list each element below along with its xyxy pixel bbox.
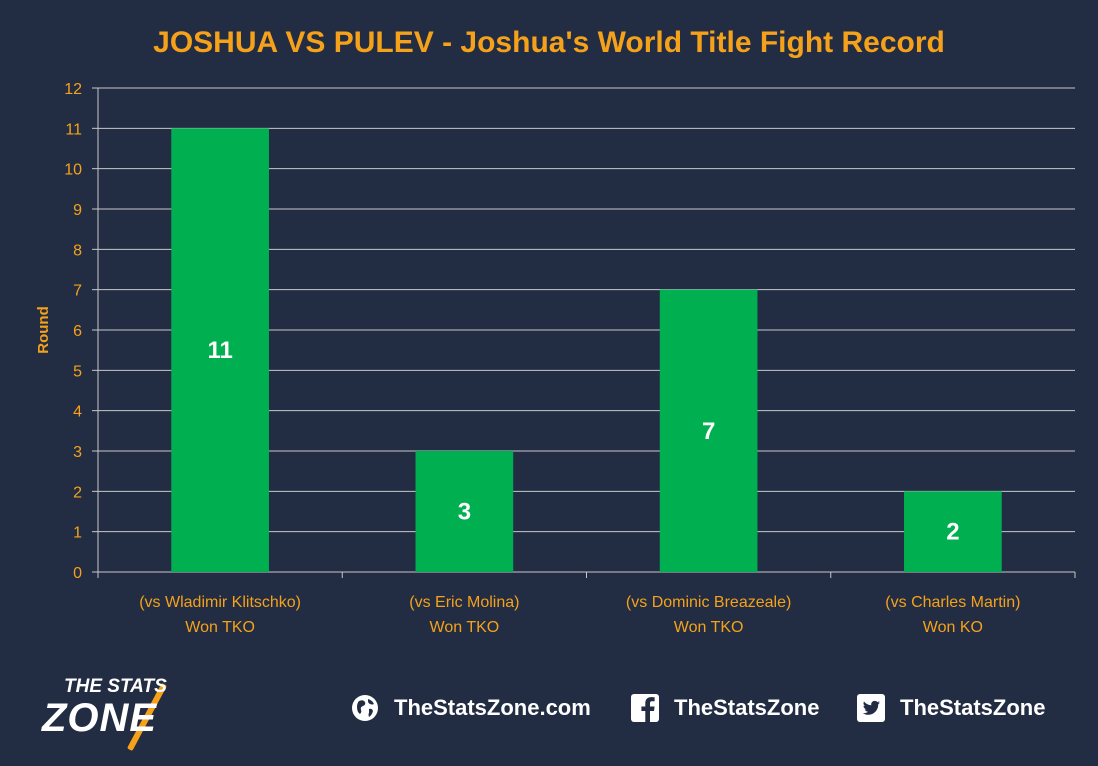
website-text: TheStatsZone.com bbox=[394, 695, 591, 720]
x-tick-label: (vs Wladimir Klitschko) bbox=[139, 594, 301, 611]
data-label: 7 bbox=[702, 418, 715, 445]
y-tick-label: 0 bbox=[73, 565, 82, 582]
data-label: 11 bbox=[207, 337, 232, 364]
chart-title: JOSHUA VS PULEV - Joshua's World Title F… bbox=[153, 26, 945, 59]
x-tick-label: Won TKO bbox=[185, 619, 255, 636]
globe-icon bbox=[350, 693, 380, 723]
data-label: 2 bbox=[946, 519, 959, 546]
footer: THE STATS ZONE TheStatsZone.com TheStats… bbox=[0, 662, 1098, 766]
y-tick-label: 12 bbox=[64, 81, 82, 98]
facebook-icon bbox=[630, 693, 660, 723]
bar bbox=[904, 491, 1002, 572]
logo-bottom-text: ZONE bbox=[42, 696, 158, 740]
x-tick-label: Won TKO bbox=[674, 619, 744, 636]
bar bbox=[171, 128, 269, 573]
bar bbox=[659, 289, 758, 572]
bar bbox=[415, 451, 514, 572]
y-axis-label: Round bbox=[35, 306, 52, 353]
x-tick-label: Won KO bbox=[923, 619, 983, 636]
bar-chart: JOSHUA VS PULEV - Joshua's World Title F… bbox=[35, 26, 1076, 636]
x-tick-label: (vs Dominic Breazeale) bbox=[626, 594, 791, 611]
twitter-text: TheStatsZone bbox=[900, 695, 1046, 720]
x-tick-label: Won TKO bbox=[430, 619, 500, 636]
y-tick-label: 2 bbox=[73, 484, 82, 501]
twitter-icon bbox=[856, 693, 886, 723]
y-tick-label: 11 bbox=[65, 121, 82, 138]
y-tick-label: 9 bbox=[73, 202, 82, 219]
y-tick-label: 7 bbox=[73, 283, 82, 300]
stats-zone-logo: THE STATS ZONE bbox=[42, 676, 242, 752]
y-tick-label: 10 bbox=[64, 162, 82, 179]
y-tick-label: 3 bbox=[73, 444, 82, 461]
y-tick-label: 6 bbox=[73, 323, 82, 340]
y-tick-label: 5 bbox=[73, 363, 82, 380]
y-tick-label: 8 bbox=[73, 242, 82, 259]
facebook-link[interactable]: TheStatsZone bbox=[630, 692, 819, 724]
data-label: 3 bbox=[458, 499, 471, 526]
x-tick-label: (vs Charles Martin) bbox=[885, 594, 1020, 611]
logo-top-text: THE STATS bbox=[64, 676, 167, 697]
x-tick-label: (vs Eric Molina) bbox=[409, 594, 519, 611]
website-link[interactable]: TheStatsZone.com bbox=[350, 692, 591, 724]
twitter-link[interactable]: TheStatsZone bbox=[856, 692, 1045, 724]
y-tick-label: 4 bbox=[73, 404, 82, 421]
facebook-text: TheStatsZone bbox=[674, 695, 820, 720]
y-tick-label: 1 bbox=[73, 525, 82, 542]
